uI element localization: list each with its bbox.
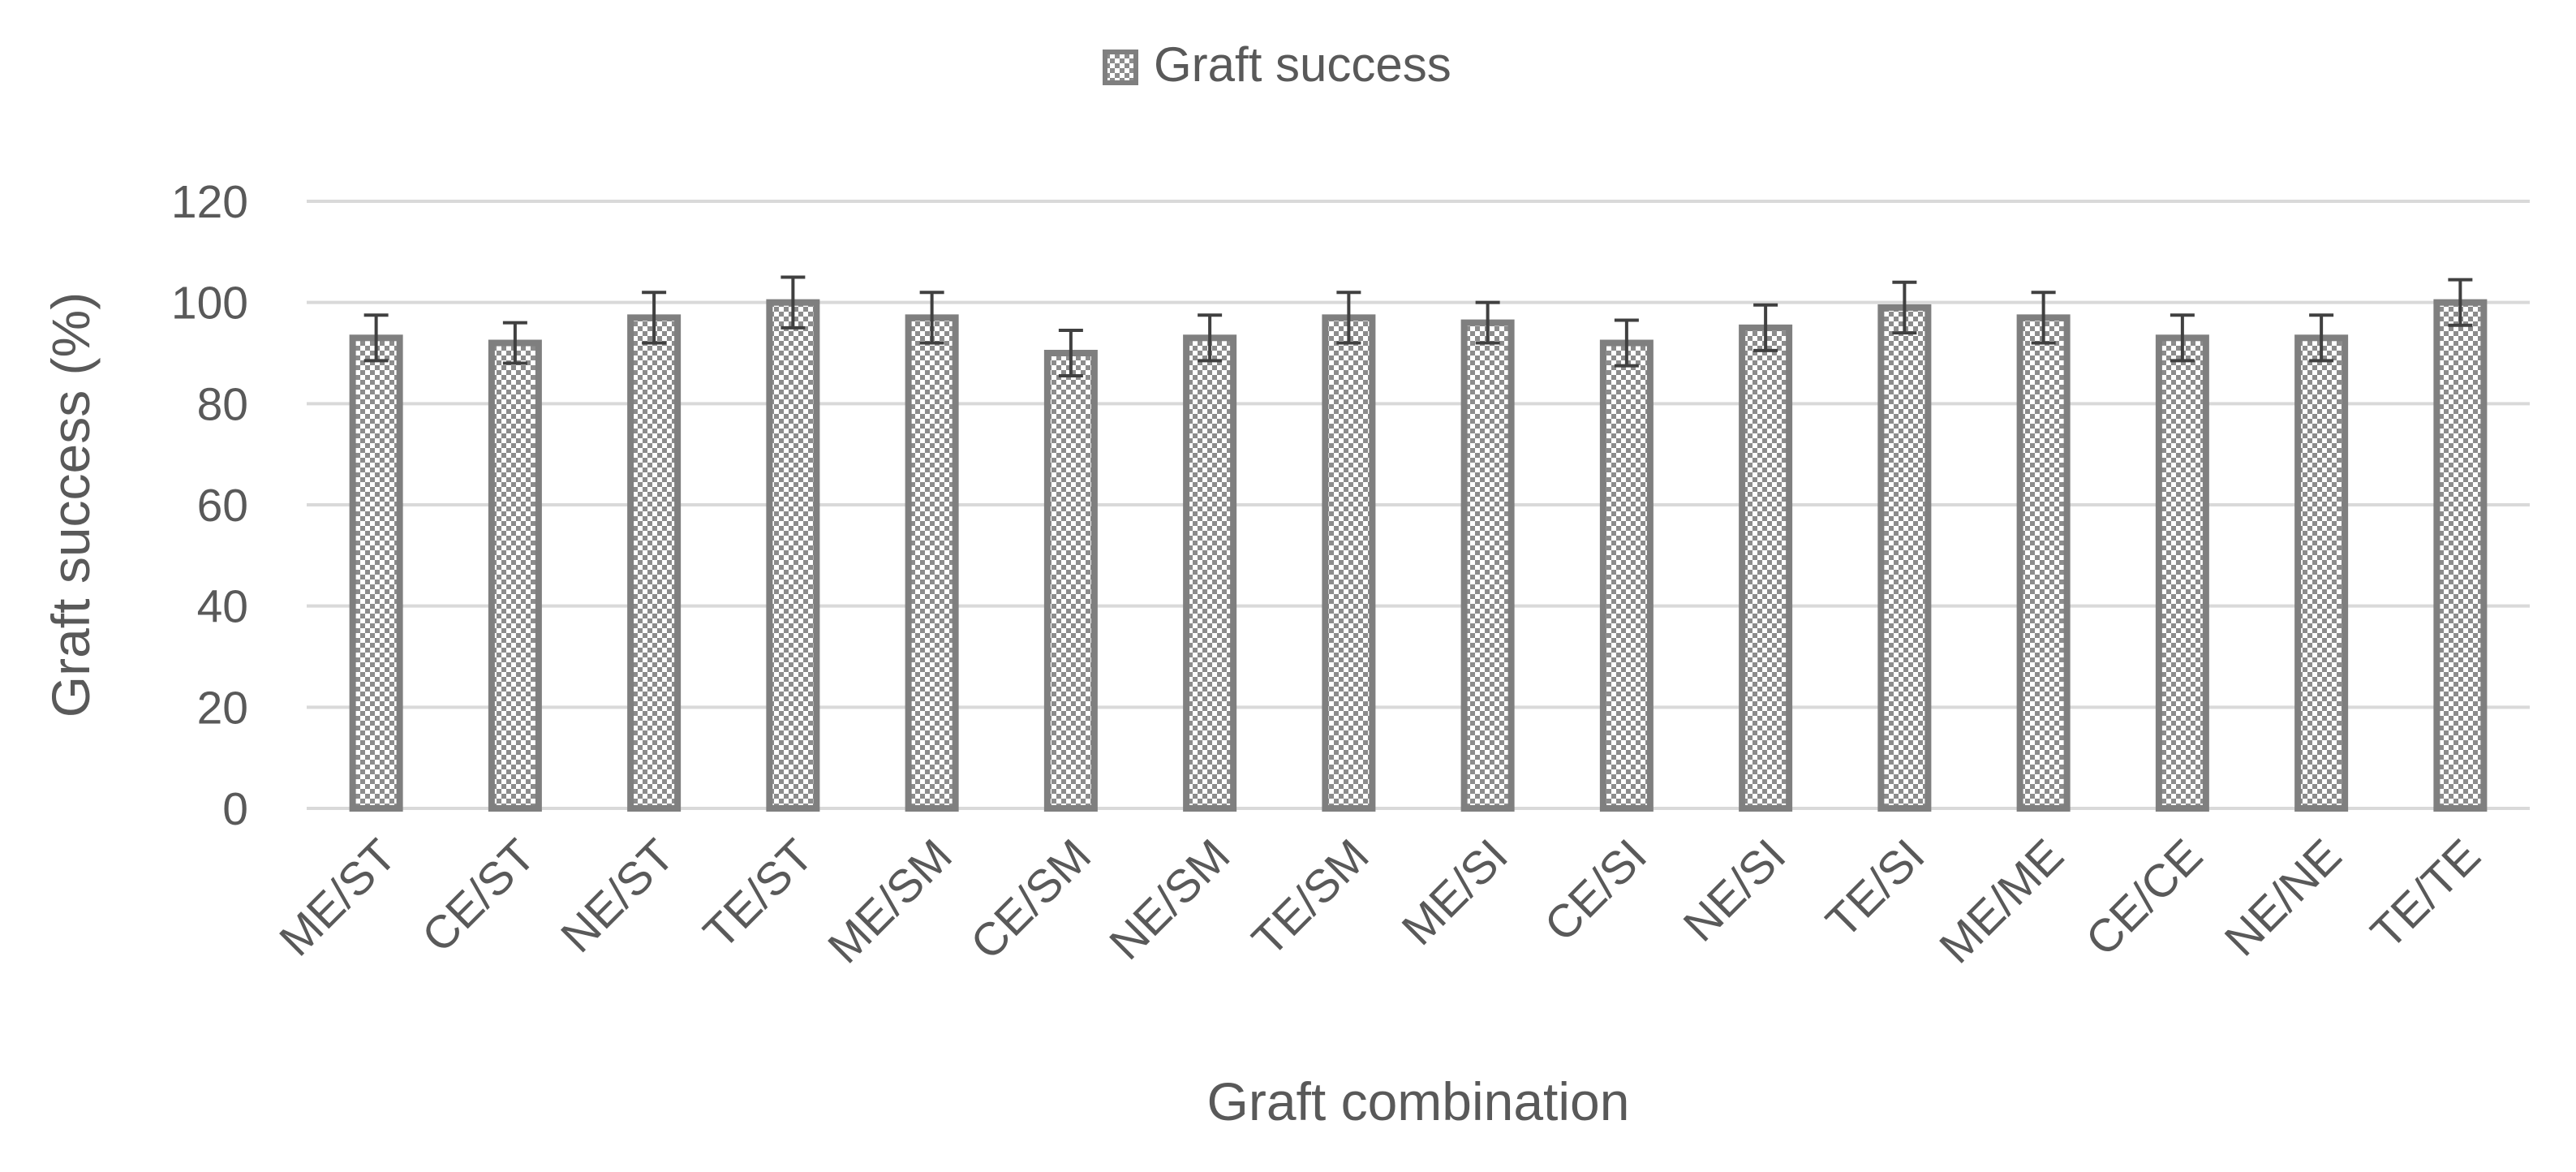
bar (349, 334, 403, 812)
x-tick-label: NE/ST (551, 829, 684, 963)
bar (2155, 334, 2209, 812)
error-bar (781, 275, 806, 330)
bar (627, 314, 682, 812)
error-bar (2170, 313, 2195, 363)
x-tick-label: NE/SI (1674, 829, 1796, 952)
x-tick-label: CE/SI (1535, 829, 1658, 952)
x-tick-label: ME/SM (818, 829, 961, 973)
error-bar (919, 291, 944, 345)
x-tick-label: NE/NE (2215, 829, 2351, 966)
error-bar (2031, 291, 2056, 345)
bar (2016, 314, 2071, 812)
x-tick-label: TE/SI (1817, 829, 1935, 948)
error-bar (1892, 280, 1917, 335)
error-bar (2448, 278, 2473, 327)
x-tick-label: TE/ST (694, 829, 823, 959)
bar (766, 299, 820, 812)
bar (1460, 319, 1515, 812)
y-tick-label: 100 (171, 278, 248, 330)
error-bar (1475, 300, 1500, 345)
x-tick-label: NE/SM (1099, 829, 1240, 970)
x-tick-label: TE/TE (2361, 829, 2490, 959)
x-tick-label: CE/CE (2076, 829, 2213, 966)
y-tick-label: 120 (171, 176, 248, 228)
error-bar (1614, 318, 1639, 368)
error-bar (1198, 313, 1223, 363)
legend-label: Graft success (1154, 37, 1451, 92)
y-tick-label: 60 (197, 480, 248, 532)
bar (2433, 299, 2488, 812)
legend: Graft success (1103, 37, 1451, 92)
x-tick-label: ME/ST (269, 829, 406, 966)
bar (1599, 339, 1654, 812)
error-bar (502, 321, 527, 365)
x-tick-label: CE/SM (961, 829, 1101, 970)
y-tick-label: 20 (197, 682, 248, 734)
bar (905, 314, 959, 812)
bar (1877, 304, 1932, 812)
error-bar (642, 291, 667, 345)
error-bars (363, 275, 2473, 378)
error-bar (1336, 291, 1361, 345)
x-axis-label: Graft combination (1207, 1071, 1630, 1131)
y-tick-label: 0 (222, 783, 248, 835)
error-bar (1058, 328, 1083, 378)
y-axis-label: Graft success (%) (41, 292, 101, 717)
bar (1183, 334, 1237, 812)
bar (2294, 334, 2349, 812)
error-bar (1753, 303, 1778, 352)
bars (349, 299, 2488, 812)
y-tick-label: 80 (197, 378, 248, 430)
y-tick-label: 40 (197, 581, 248, 633)
x-tick-label: ME/ME (1929, 829, 2073, 973)
error-bar (2309, 313, 2334, 363)
legend-swatch (1103, 50, 1138, 85)
x-tick-label: ME/SI (1392, 829, 1518, 955)
x-tick-label: CE/ST (412, 829, 545, 963)
bar (1322, 314, 1376, 812)
error-bar (363, 313, 389, 363)
y-tick-labels: 0 20 40 60 80 100 120 (171, 176, 248, 835)
bar (488, 339, 542, 812)
bar (1739, 324, 1793, 812)
bar (1043, 350, 1098, 812)
x-tick-label: TE/SM (1242, 829, 1378, 966)
